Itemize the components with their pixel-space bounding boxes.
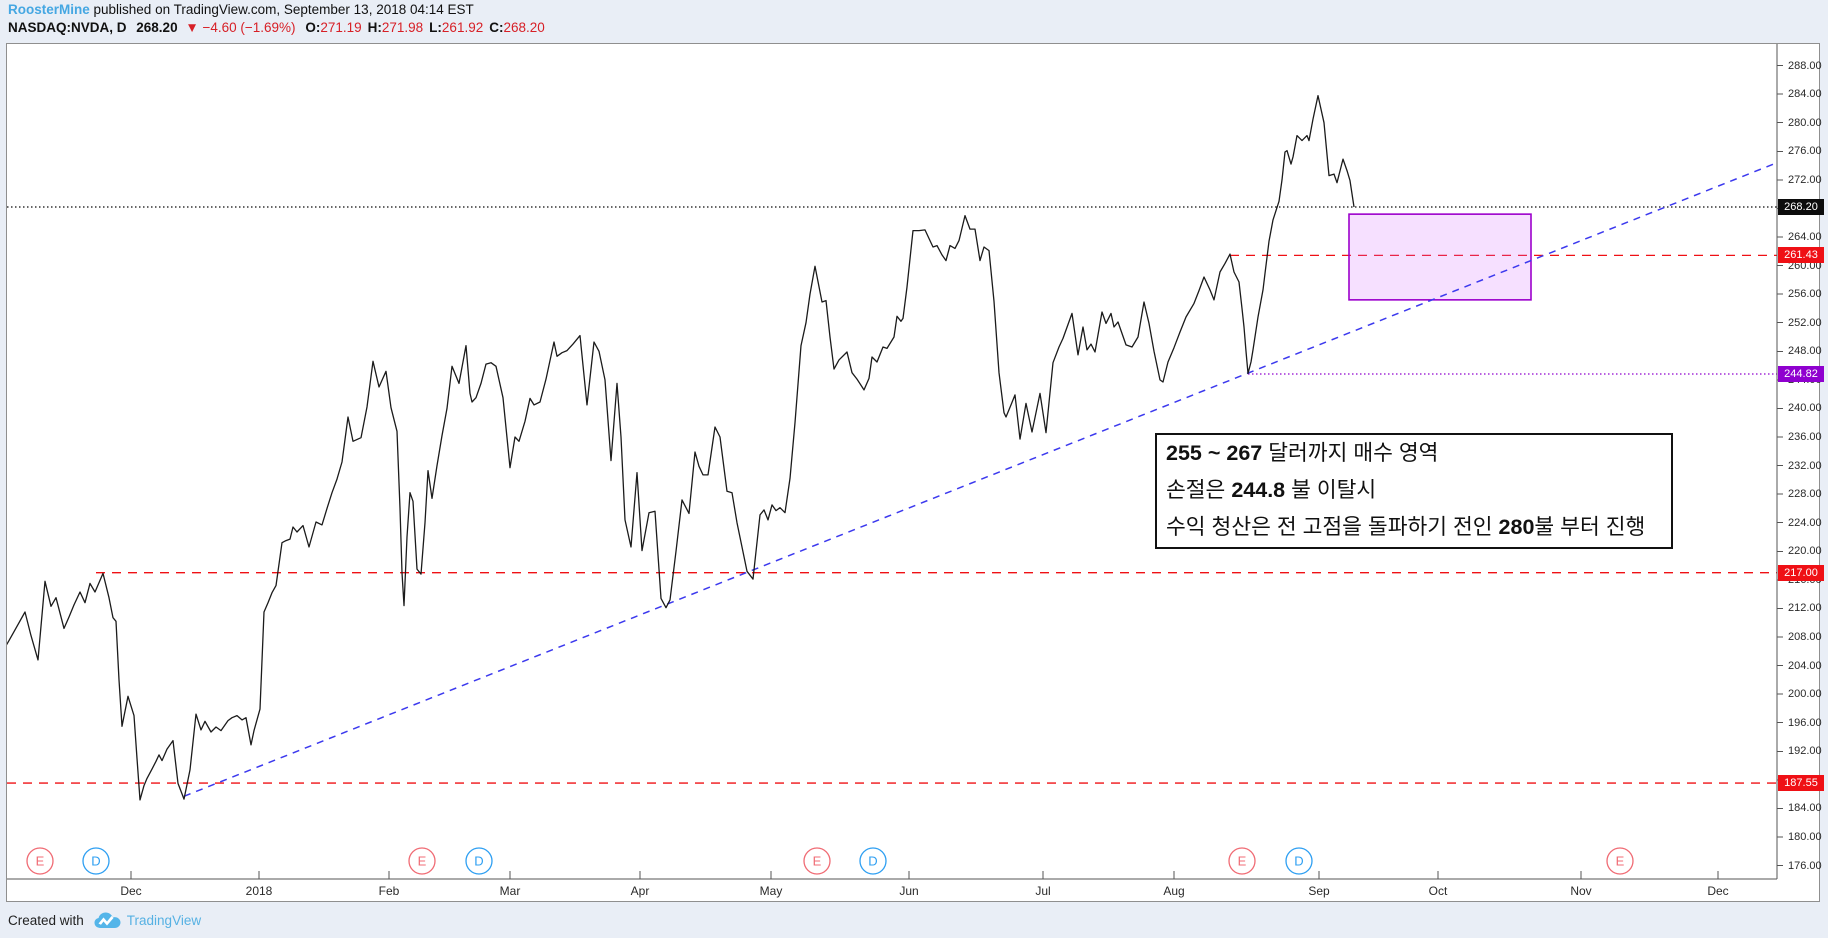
price-chart-canvas[interactable]: Dec 2018 Feb Mar Apr May Jun Jul Aug Sep Oct Nov Dec…: [7, 44, 1819, 901]
ohlc-pair: L:261.92: [429, 20, 484, 35]
price-tick-label: 228.00: [1788, 488, 1822, 501]
dividend-marker-letter: D: [91, 854, 100, 869]
symbol-label: NASDAQ:NVDA, D: [8, 20, 127, 35]
chart-header: RoosterMine published on TradingView.com…: [8, 2, 545, 36]
month-label-feb: Feb: [379, 884, 400, 898]
price-tick-label: 204.00: [1788, 659, 1822, 672]
ohlc-values: O:271.19 H:271.98 L:261.92 C:268.20: [299, 20, 544, 35]
ohlc-pair: H:271.98: [367, 20, 424, 35]
symbol-ohlc-row: NASDAQ:NVDA, D 268.20 ▼ −4.60 (−1.69%) O…: [8, 19, 545, 36]
dividend-marker[interactable]: [1285, 847, 1313, 875]
publisher-name[interactable]: RoosterMine: [8, 2, 90, 17]
price-tick-label: 184.00: [1788, 802, 1822, 815]
earnings-marker-letter: E: [418, 854, 427, 869]
earnings-marker-letter: E: [36, 854, 45, 869]
price-tick-label: 256.00: [1788, 288, 1822, 301]
change-value: −4.60 (−1.69%): [202, 20, 296, 35]
dividend-marker[interactable]: [82, 847, 110, 875]
price-tick-label: 176.00: [1788, 859, 1822, 872]
dividend-marker[interactable]: [465, 847, 493, 875]
earnings-marker[interactable]: [1228, 847, 1256, 875]
price-tick-label: 224.00: [1788, 516, 1822, 529]
price-tick-label: 272.00: [1788, 173, 1822, 186]
attribution-bar: Created with TradingView: [8, 909, 201, 931]
earnings-marker-letter: E: [1616, 854, 1625, 869]
dividend-marker-letter: D: [868, 854, 877, 869]
earnings-marker-letter: E: [813, 854, 822, 869]
price-level-label-268.20: 268.20: [1778, 199, 1824, 215]
note-line: 수익 청산은 전 고점을 돌파하기 전인 280불 부터 진행: [1166, 515, 1646, 539]
month-label-aug: Aug: [1163, 884, 1184, 898]
tradingview-brand-link[interactable]: TradingView: [126, 912, 202, 928]
price-tick-label: 192.00: [1788, 745, 1822, 758]
dividend-marker-letter: D: [1294, 854, 1303, 869]
price-tick-label: 252.00: [1788, 316, 1822, 329]
chart-panel[interactable]: Dec 2018 Feb Mar Apr May Jun Jul Aug Sep Oct Nov Dec…: [6, 43, 1824, 902]
earnings-marker-letter: E: [1238, 854, 1247, 869]
price-tick-label: 208.00: [1788, 630, 1822, 643]
price-tick-label: 196.00: [1788, 716, 1822, 729]
earnings-marker[interactable]: [1606, 847, 1634, 875]
note-line: 255 ~ 267 달러까지 매수 영역: [1166, 441, 1439, 465]
publish-text: published on TradingView.com, September …: [89, 2, 474, 17]
price-level-label-187.55: 187.55: [1778, 775, 1824, 792]
price-tick-label: 288.00: [1788, 59, 1822, 72]
earnings-marker[interactable]: [408, 847, 436, 875]
price-tick-label: 248.00: [1788, 345, 1822, 358]
publish-info: RoosterMine published on TradingView.com…: [8, 2, 545, 18]
month-label-2018: 2018: [246, 884, 273, 898]
change-down-icon: ▼: [185, 20, 199, 35]
price-tick-label: 276.00: [1788, 145, 1822, 158]
month-label-jun: Jun: [899, 884, 918, 898]
earnings-marker[interactable]: [803, 847, 831, 875]
dividend-marker[interactable]: [859, 847, 887, 875]
price-tick-label: 212.00: [1788, 602, 1822, 615]
price-tick-label: 240.00: [1788, 402, 1822, 415]
ohlc-pair: C:268.20: [489, 20, 545, 35]
ohlc-pair: O:271.19: [305, 20, 362, 35]
month-label-may: May: [760, 884, 783, 898]
created-with-label: Created with: [8, 912, 84, 928]
note-line: 손절은 244.8 불 이탈시: [1166, 478, 1377, 502]
price-tick-label: 264.00: [1788, 230, 1822, 243]
price-tick-label: 220.00: [1788, 545, 1822, 558]
month-label-nov: Nov: [1570, 884, 1591, 898]
price-tick-label: 280.00: [1788, 116, 1822, 129]
month-label-oct: Oct: [1429, 884, 1448, 898]
buy-zone-box[interactable]: [1348, 213, 1532, 301]
month-label-apr: Apr: [631, 884, 650, 898]
month-label-mar: Mar: [500, 884, 521, 898]
month-label-jul: Jul: [1035, 884, 1050, 898]
price-line-series: [7, 94, 1355, 801]
month-label-dec: Dec: [1707, 884, 1728, 898]
earnings-marker[interactable]: [26, 847, 54, 875]
dividend-marker-letter: D: [474, 854, 483, 869]
last-price: 268.20: [136, 20, 178, 35]
price-level-label-217.00: 217.00: [1778, 564, 1824, 581]
price-level-label-244.82: 244.82: [1778, 365, 1824, 382]
tradingview-logo-icon: [94, 912, 121, 928]
month-label-sep: Sep: [1308, 884, 1330, 898]
price-tick-label: 236.00: [1788, 430, 1822, 443]
month-label-dec: Dec: [120, 884, 141, 898]
price-tick-label: 180.00: [1788, 830, 1822, 843]
price-level-label-261.43: 261.43: [1778, 247, 1824, 264]
price-tick-label: 284.00: [1788, 88, 1822, 101]
price-tick-label: 200.00: [1788, 688, 1822, 701]
price-tick-label: 232.00: [1788, 459, 1822, 472]
